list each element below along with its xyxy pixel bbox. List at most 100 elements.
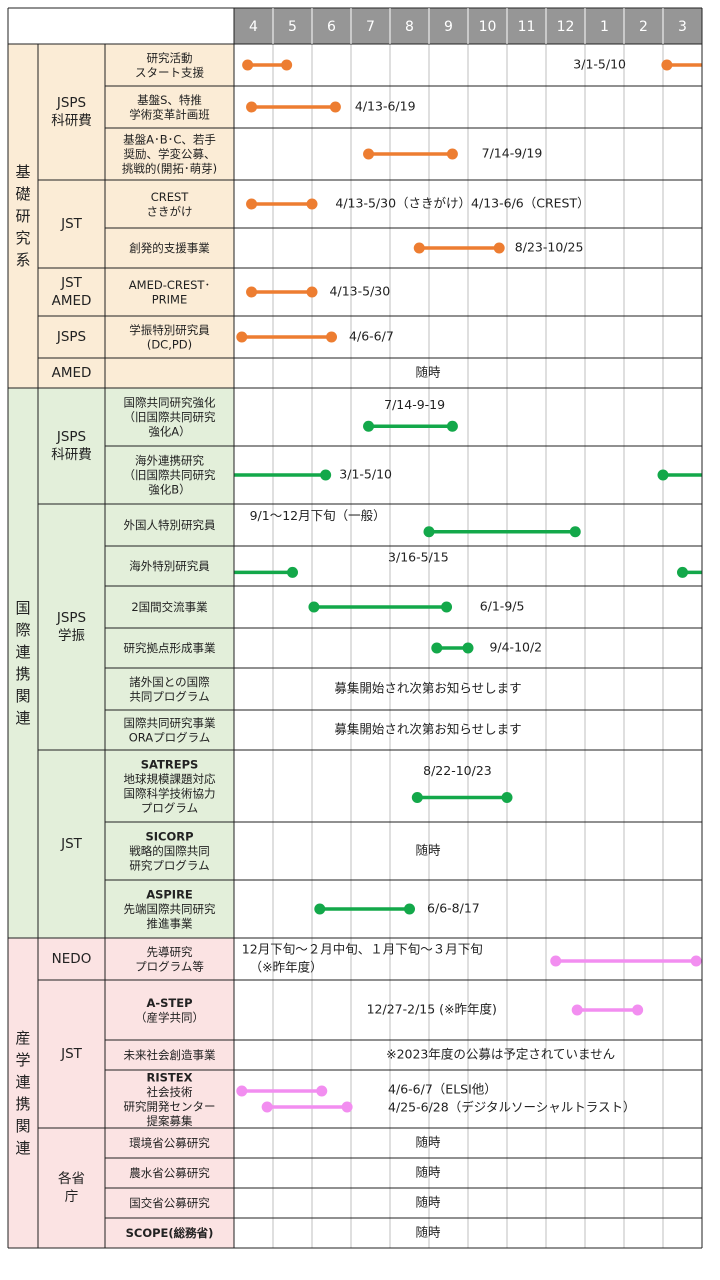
row-label-cell [105,446,234,504]
bar-end-dot [326,331,337,343]
bar-start-dot [423,526,435,538]
group-label: JSPS 学振 [56,610,86,644]
bar-start-dot [363,148,375,160]
bar-start-dot [363,420,375,432]
period-note: 9/4-10/2 [489,640,542,655]
bar-start-dot [236,1085,248,1097]
bar-end-dot [404,903,415,915]
program-label: SCOPE(総務省) [126,1226,214,1240]
period-note: 3/16-5/15 [388,550,449,565]
section-label: 基礎研究系 [15,163,30,269]
month-label-6: 6 [327,19,336,35]
bar-start-dot [413,242,425,254]
bar-end-dot [501,792,513,804]
program-label: SATREPS 地球規模課題対応国際科学技術協力プログラム [124,757,216,815]
row-label-cell [105,1218,234,1248]
group-label-cell [38,268,105,316]
group-label-cell [38,750,105,938]
program-label: 国際共同研究事業 ORAプログラム [124,715,216,744]
program-label: 国際共同研究強化（旧国際共同研究強化A） [124,395,216,438]
program-label: 先導研究プログラム等 [135,944,204,973]
program-label: 学振特別研究員(DC,PD) [129,322,210,351]
bar-end-dot [287,566,298,578]
month-label-9: 9 [444,19,453,35]
period-note: 随時 [415,365,441,380]
group-label-cell [38,504,105,750]
section-label-cell [8,388,38,938]
program-label: 国交省公募研究 [129,1196,210,1210]
row-label-cell [105,86,234,128]
program-label: 2国間交流事業 [131,600,208,614]
section-label: 産学連携関連 [15,1029,30,1157]
program-label: 農水省公募研究 [129,1166,210,1180]
month-label-4: 4 [249,19,258,35]
month-label-1: 1 [600,19,609,35]
bar-end-dot [281,59,293,71]
row-label-cell [105,586,234,628]
period-note: 随時 [415,843,441,858]
period-note: 4/13-6/19 [355,99,416,114]
period-note: 随時 [415,1225,441,1240]
group-label-cell [38,388,105,504]
group-label: JST [60,1046,83,1062]
row-label-cell [105,128,234,180]
period-note: 4/6-6/7 [349,329,394,344]
row-label-cell [105,388,234,446]
period-note: 6/1-9/5 [480,599,525,614]
group-label: JST [60,216,83,232]
bar-start-dot [261,1101,273,1113]
row-label-cell [105,316,234,358]
group-label-cell [38,180,105,268]
row-label-cell [105,228,234,268]
bar-end-dot [441,601,453,613]
program-label: 基盤S、特推学術変革計画班 [129,92,210,121]
bar-end-dot [446,148,458,160]
row-label-cell [105,1158,234,1188]
group-label: JSPS 科研費 [51,429,92,463]
bar-start-dot [431,642,443,654]
group-label: JST AMED [52,275,92,309]
bar-start-dot [571,1004,583,1016]
bar-start-dot [677,566,688,578]
month-label-3: 3 [678,19,687,35]
period-note: 募集開始され次第お知らせします [334,722,521,737]
row-label-cell [105,710,234,750]
row-label-cell [105,1128,234,1158]
bar-end-dot [306,198,318,210]
bar-start-dot [550,955,562,967]
bar-start-dot [242,59,254,71]
period-note: 4/6-6/7（ELSI他） [388,1082,497,1097]
bar-end-dot [462,642,474,654]
month-label-10: 10 [479,19,497,35]
period-note: 3/1-5/10 [339,467,392,482]
month-label-12: 12 [557,19,575,35]
row-label-cell [105,180,234,228]
group-label-cell [38,316,105,358]
row-label-cell [105,44,234,86]
header-blank-cell [8,8,234,44]
group-label-cell [38,44,105,180]
month-label-2: 2 [639,19,648,35]
program-label: 研究活動スタート支援 [135,50,204,79]
group-label-cell [38,980,105,1128]
row-label-cell [105,938,234,980]
row-label-cell [105,980,234,1040]
group-label-cell [38,1128,105,1248]
period-note: 12/27-2/15 (※昨年度) [367,1002,497,1017]
group-label: 各省庁 [58,1171,85,1205]
bar-start-dot [246,286,258,298]
program-label: SICORP 戦略的国際共同研究プログラム [129,829,210,872]
group-label: AMED [52,365,92,381]
bar-start-dot [246,101,258,113]
row-label-cell [105,750,234,822]
group-label: NEDO [52,951,92,967]
row-label-cell [105,504,234,546]
period-note: 随時 [415,1165,441,1180]
bar-start-dot [657,469,669,481]
month-label-8: 8 [405,19,414,35]
row-label-cell [105,1070,234,1128]
program-label: 創発的支援事業 [129,241,210,255]
period-note: ※2023年度の公募は予定されていません [386,1047,615,1062]
bar-end-dot [320,469,332,481]
